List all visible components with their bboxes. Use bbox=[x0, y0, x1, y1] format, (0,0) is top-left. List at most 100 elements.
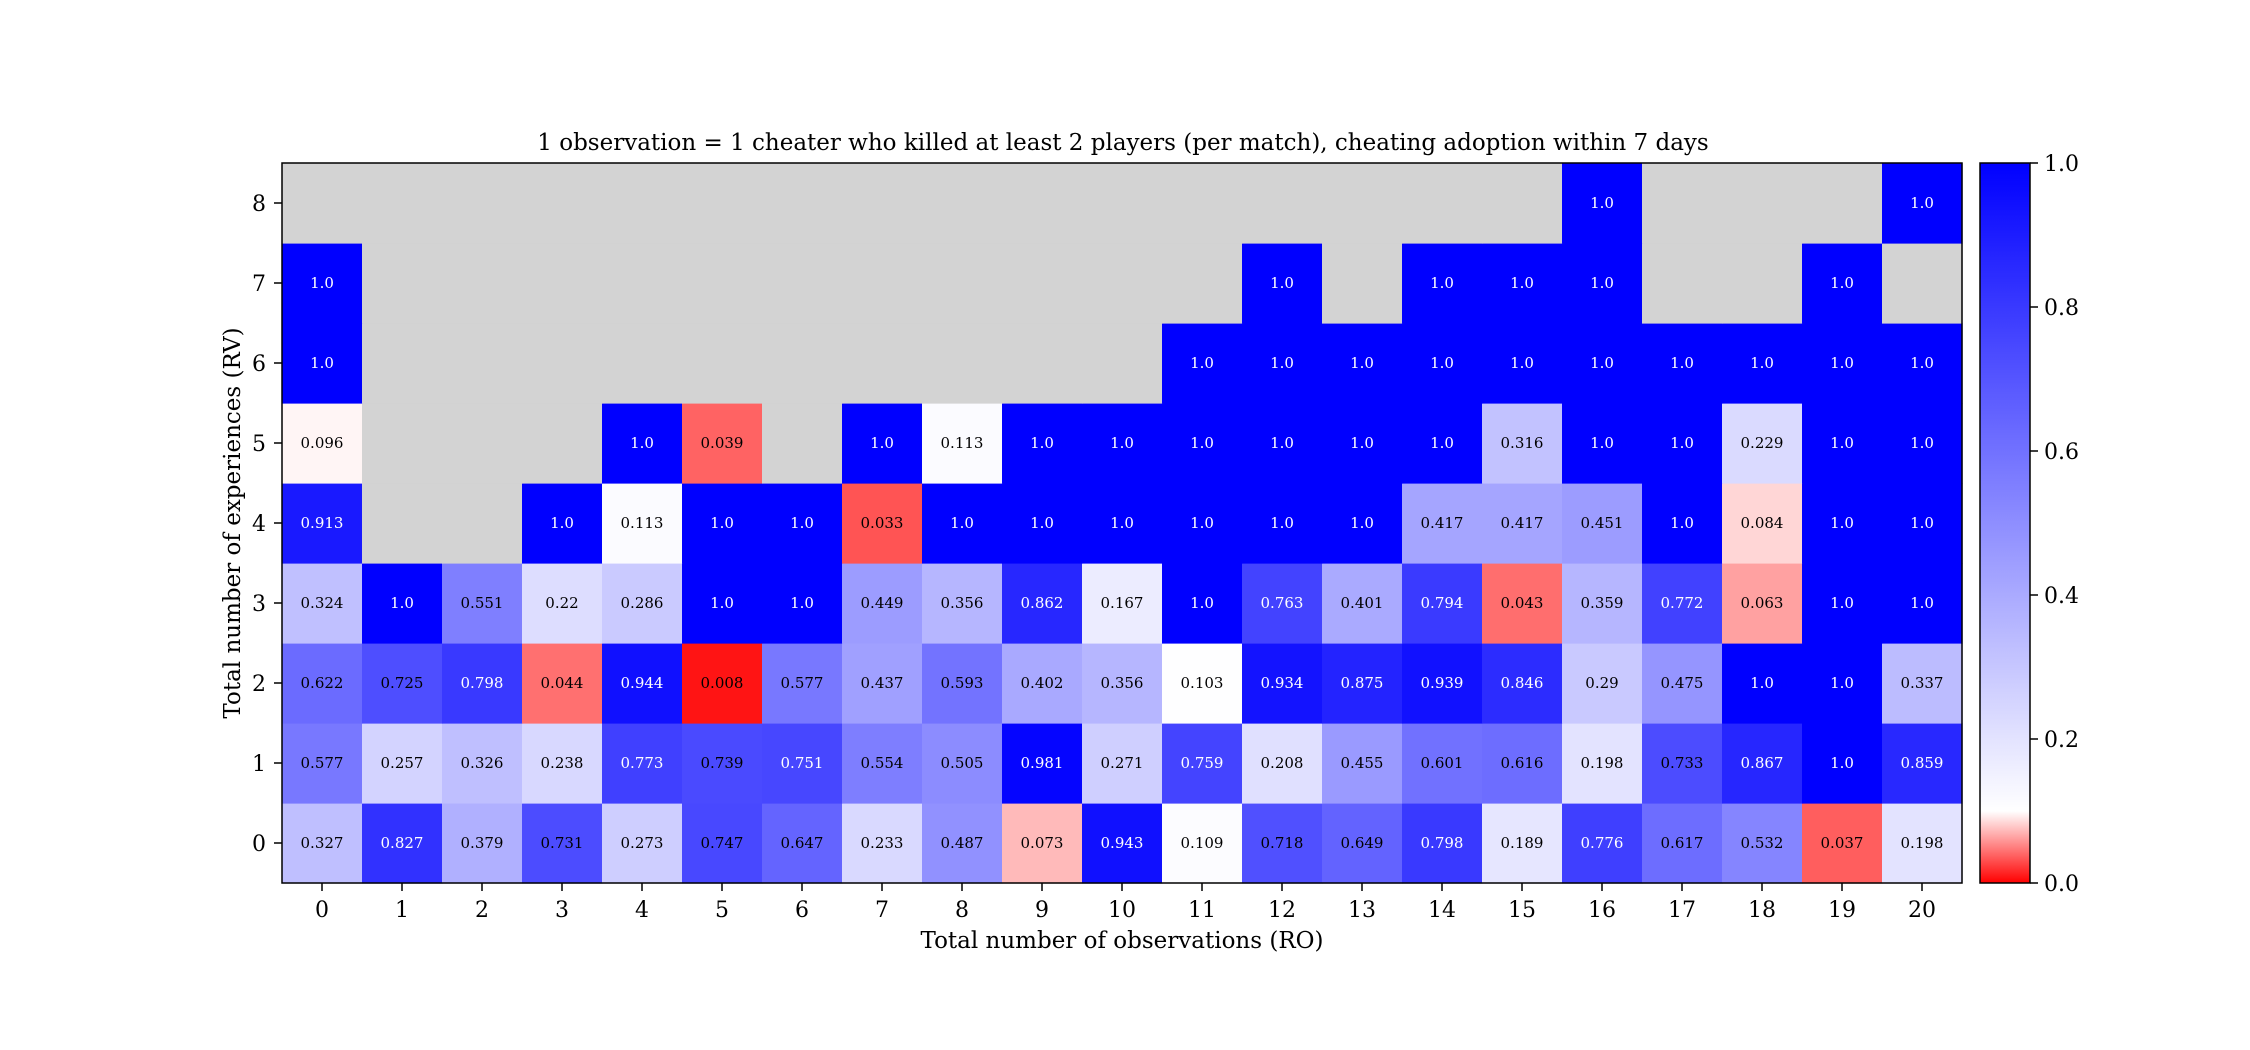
cell-value-label: 1.0 bbox=[1830, 514, 1854, 532]
heatmap-cell bbox=[442, 243, 523, 324]
cell-value-label: 1.0 bbox=[1910, 194, 1934, 212]
heatmap-cell bbox=[1082, 643, 1163, 724]
cell-value-label: 0.647 bbox=[781, 834, 824, 852]
x-tick-label: 10 bbox=[1108, 898, 1136, 923]
cell-value-label: 1.0 bbox=[1590, 194, 1614, 212]
cell-value-label: 1.0 bbox=[1510, 274, 1534, 292]
cell-value-label: 1.0 bbox=[1910, 434, 1934, 452]
cell-value-label: 0.113 bbox=[621, 514, 664, 532]
heatmap-cell bbox=[682, 803, 763, 884]
heatmap-cell bbox=[1322, 243, 1403, 324]
heatmap-cell bbox=[1882, 563, 1963, 644]
x-tick-label: 5 bbox=[715, 898, 729, 923]
heatmap-cell bbox=[1322, 563, 1403, 644]
cell-value-label: 1.0 bbox=[1190, 354, 1214, 372]
cell-value-label: 0.859 bbox=[1901, 754, 1944, 772]
cell-value-label: 0.532 bbox=[1741, 834, 1784, 852]
cell-value-label: 0.401 bbox=[1341, 594, 1384, 612]
cell-value-label: 0.208 bbox=[1261, 754, 1304, 772]
heatmap-cell bbox=[362, 403, 443, 484]
heatmap-cell bbox=[282, 163, 363, 244]
cell-value-label: 0.22 bbox=[545, 594, 578, 612]
heatmap-cell bbox=[1082, 163, 1163, 244]
cell-value-label: 0.324 bbox=[301, 594, 344, 612]
cell-value-label: 1.0 bbox=[390, 594, 414, 612]
cell-value-label: 0.577 bbox=[301, 754, 344, 772]
heatmap-cell bbox=[842, 243, 923, 324]
heatmap-cell bbox=[442, 403, 523, 484]
x-tick-label: 17 bbox=[1668, 898, 1696, 923]
axes: 0 1 2 3 4 5 6 7 8 9 10 11 12 13 14 15 16 17 18 19 2001234567… bbox=[252, 192, 1936, 923]
heatmap-cell bbox=[1642, 163, 1723, 244]
cell-value-label: 0.733 bbox=[1661, 754, 1704, 772]
heatmap-cell bbox=[1322, 403, 1403, 484]
heatmap-cell bbox=[1642, 803, 1723, 884]
cell-value-label: 1.0 bbox=[1910, 594, 1934, 612]
cell-value-label: 1.0 bbox=[870, 434, 894, 452]
heatmap-cell bbox=[1722, 403, 1803, 484]
cell-value-label: 1.0 bbox=[1830, 434, 1854, 452]
heatmap-cell bbox=[1162, 483, 1243, 564]
heatmap-cell bbox=[922, 643, 1003, 724]
heatmap-cell bbox=[842, 163, 923, 244]
cell-value-label: 0.616 bbox=[1501, 754, 1544, 772]
x-tick-label: 18 bbox=[1748, 898, 1776, 923]
heatmap-cell bbox=[762, 643, 843, 724]
cell-value-label: 1.0 bbox=[1030, 514, 1054, 532]
heatmap-cell bbox=[1482, 803, 1563, 884]
cell-value-label: 1.0 bbox=[1910, 354, 1934, 372]
heatmap-cell bbox=[1482, 243, 1563, 324]
cell-value-label: 0.772 bbox=[1661, 594, 1704, 612]
x-tick-label: 9 bbox=[1035, 898, 1049, 923]
chart-title: 1 observation = 1 cheater who killed at … bbox=[537, 130, 1708, 156]
heatmap-cell bbox=[762, 403, 843, 484]
cell-value-label: 0.763 bbox=[1261, 594, 1304, 612]
cell-value-label: 0.286 bbox=[621, 594, 664, 612]
heatmap-cell bbox=[1002, 803, 1083, 884]
heatmap-cell bbox=[522, 563, 603, 644]
heatmap-cell bbox=[1562, 483, 1643, 564]
cell-value-label: 0.943 bbox=[1101, 834, 1144, 852]
heatmap-cell bbox=[602, 643, 683, 724]
cell-value-label: 0.167 bbox=[1101, 594, 1144, 612]
cell-value-label: 1.0 bbox=[1190, 514, 1214, 532]
heatmap-cell bbox=[1082, 563, 1163, 644]
heatmap-cell bbox=[1002, 723, 1083, 804]
x-tick-label: 20 bbox=[1908, 898, 1936, 923]
heatmap-cell bbox=[282, 723, 363, 804]
cell-value-label: 0.379 bbox=[461, 834, 504, 852]
heatmap-cell bbox=[1322, 723, 1403, 804]
cell-value-label: 0.316 bbox=[1501, 434, 1544, 452]
heatmap-cell bbox=[682, 643, 763, 724]
heatmap-cell bbox=[682, 403, 763, 484]
cell-value-label: 0.402 bbox=[1021, 674, 1064, 692]
heatmap-cell bbox=[1882, 803, 1963, 884]
heatmap-cell bbox=[1242, 483, 1323, 564]
heatmap-cell bbox=[602, 803, 683, 884]
cell-value-label: 0.29 bbox=[1585, 674, 1618, 692]
cell-value-label: 0.257 bbox=[381, 754, 424, 772]
heatmap-cell bbox=[1402, 483, 1483, 564]
heatmap-cell bbox=[1162, 163, 1243, 244]
cell-value-label: 0.773 bbox=[621, 754, 664, 772]
cell-value-label: 1.0 bbox=[1270, 434, 1294, 452]
heatmap-cell bbox=[682, 243, 763, 324]
x-tick-label: 1 bbox=[395, 898, 409, 923]
cell-value-label: 0.455 bbox=[1341, 754, 1384, 772]
cell-value-label: 1.0 bbox=[310, 354, 334, 372]
colorbar-tick-label: 0.4 bbox=[2044, 584, 2079, 609]
cell-value-label: 1.0 bbox=[1590, 274, 1614, 292]
cell-value-label: 1.0 bbox=[1590, 434, 1614, 452]
cell-value-label: 0.109 bbox=[1181, 834, 1224, 852]
heatmap-cell bbox=[1562, 163, 1643, 244]
cell-value-label: 0.725 bbox=[381, 674, 424, 692]
cell-value-label: 0.451 bbox=[1581, 514, 1624, 532]
cell-value-label: 0.944 bbox=[621, 674, 664, 692]
y-tick-label: 1 bbox=[252, 752, 266, 777]
colorbar-tick-label: 0.8 bbox=[2044, 296, 2079, 321]
heatmap-cell bbox=[1162, 323, 1243, 404]
heatmap-cell bbox=[762, 563, 843, 644]
heatmap-cell bbox=[282, 243, 363, 324]
x-tick-label: 15 bbox=[1508, 898, 1536, 923]
cell-value-label: 0.084 bbox=[1741, 514, 1784, 532]
